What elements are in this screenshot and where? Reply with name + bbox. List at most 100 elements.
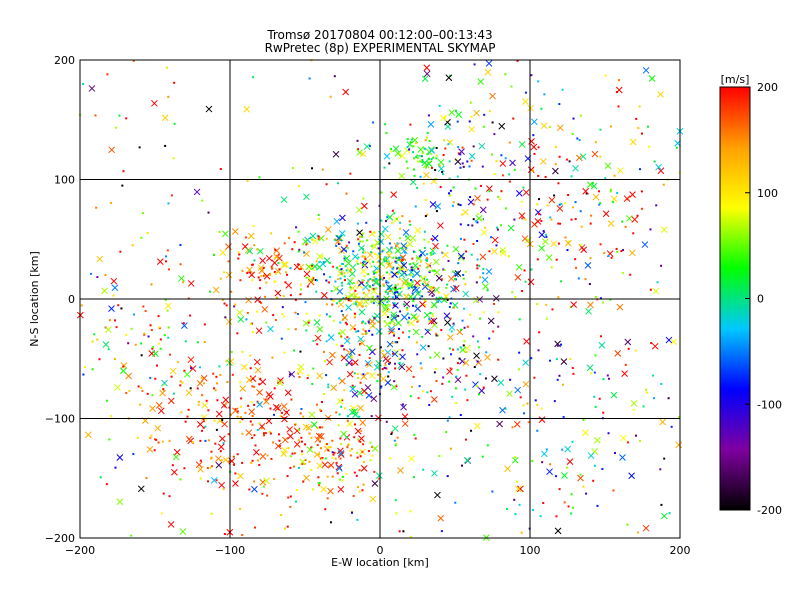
data-point xyxy=(368,289,371,292)
data-point xyxy=(637,127,640,130)
data-point-cross xyxy=(414,290,422,297)
data-point xyxy=(110,202,113,205)
data-point xyxy=(616,250,619,253)
data-point-cross xyxy=(251,485,258,493)
data-point-cross xyxy=(398,172,406,180)
data-point xyxy=(245,236,248,239)
data-point-cross xyxy=(590,182,598,190)
data-point xyxy=(378,204,381,207)
data-point xyxy=(356,518,359,521)
data-point xyxy=(99,476,102,479)
data-point xyxy=(419,175,422,178)
data-point xyxy=(482,311,485,314)
data-point xyxy=(179,263,182,266)
data-point xyxy=(447,143,450,146)
data-point-cross xyxy=(215,455,222,463)
data-point-cross xyxy=(155,401,163,409)
data-point-cross xyxy=(363,291,370,299)
data-point xyxy=(236,410,239,413)
data-point xyxy=(435,379,438,382)
data-point xyxy=(327,446,330,449)
data-point xyxy=(150,329,153,332)
data-point xyxy=(372,302,375,305)
data-point xyxy=(249,323,252,326)
data-point xyxy=(467,224,470,227)
data-point xyxy=(445,286,448,289)
data-point xyxy=(382,283,385,286)
data-point xyxy=(555,358,558,361)
data-point xyxy=(363,275,366,278)
data-point xyxy=(180,411,183,414)
data-point xyxy=(249,271,252,274)
data-point-cross xyxy=(556,205,564,212)
data-point-cross xyxy=(274,289,282,297)
data-point xyxy=(430,166,433,169)
data-point xyxy=(569,357,572,360)
data-point-cross xyxy=(358,244,365,252)
data-point xyxy=(303,251,306,254)
data-point-cross xyxy=(515,263,523,271)
data-point-cross xyxy=(185,435,193,443)
data-point xyxy=(338,413,341,416)
data-point xyxy=(305,243,308,246)
data-point xyxy=(282,315,285,318)
data-point xyxy=(377,477,380,480)
data-point xyxy=(332,319,335,322)
data-point-cross xyxy=(316,372,324,380)
data-point-cross xyxy=(430,396,438,403)
data-point xyxy=(349,454,352,457)
data-point xyxy=(316,279,319,282)
data-point-cross xyxy=(521,235,529,242)
data-point xyxy=(474,220,477,223)
data-point xyxy=(564,202,567,205)
data-point xyxy=(384,364,387,367)
data-point xyxy=(324,508,327,511)
data-point xyxy=(401,403,404,406)
data-point-cross xyxy=(560,358,568,365)
data-point-cross xyxy=(442,293,450,300)
data-point xyxy=(136,436,139,439)
data-point xyxy=(344,321,347,324)
data-point xyxy=(355,260,358,263)
data-point xyxy=(399,256,402,259)
data-point xyxy=(284,281,287,284)
data-point xyxy=(251,263,254,266)
data-point-cross xyxy=(259,478,267,486)
data-point xyxy=(459,166,462,169)
data-point xyxy=(348,241,351,244)
data-point-cross xyxy=(287,432,294,440)
data-point-cross xyxy=(96,255,104,263)
data-point-cross xyxy=(217,443,225,451)
data-point-cross xyxy=(215,410,223,418)
data-point xyxy=(401,247,404,250)
data-point-cross xyxy=(454,158,462,165)
data-point xyxy=(370,265,373,268)
data-point xyxy=(358,490,361,493)
data-point xyxy=(488,250,491,253)
data-point xyxy=(472,203,475,206)
data-point-cross xyxy=(517,485,524,493)
data-point xyxy=(622,249,625,252)
data-point-cross xyxy=(355,206,363,214)
data-point xyxy=(270,457,273,460)
data-point-cross xyxy=(305,424,313,432)
data-point xyxy=(179,244,182,247)
data-point xyxy=(347,415,350,418)
data-point xyxy=(544,175,547,178)
data-point xyxy=(372,260,375,263)
data-point xyxy=(497,195,500,198)
data-point xyxy=(453,306,456,309)
data-point xyxy=(440,329,443,332)
data-point xyxy=(230,413,233,416)
data-point xyxy=(659,468,662,471)
data-point-cross xyxy=(421,159,429,167)
data-point-cross xyxy=(359,419,367,426)
data-point xyxy=(318,314,321,317)
data-point xyxy=(429,356,432,359)
data-point xyxy=(289,294,292,297)
data-point xyxy=(366,280,369,283)
data-point xyxy=(446,283,449,286)
data-point xyxy=(263,274,266,277)
data-point xyxy=(399,268,402,271)
